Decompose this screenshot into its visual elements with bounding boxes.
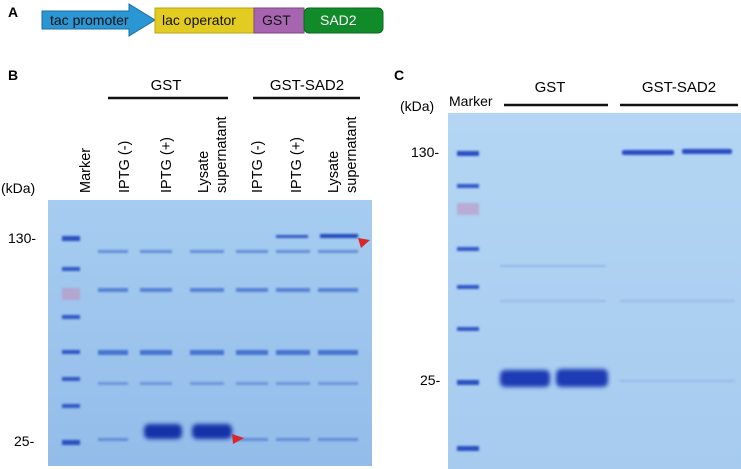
tac-promoter-arrow: [41, 3, 156, 37]
lane-label-sad2-lysate: Lysate: [326, 151, 342, 193]
panel-b-lane-labels: Marker IPTG (-) IPTG (+) Lysate supernat…: [78, 116, 360, 193]
gel-b-arrowhead-gst-sad2: [358, 238, 370, 248]
gel-c-gst-band-lane2: [556, 369, 608, 387]
gel-c-faint-bands: [500, 265, 735, 382]
gel-c-background: [448, 113, 741, 469]
lane-label-sad2-supernatant: supernatant: [344, 116, 360, 193]
panel-c-group-header-gst-sad2: GST-SAD2: [642, 79, 716, 96]
panel-b-unit-label: (kDa): [1, 180, 35, 196]
gel-b: [48, 200, 372, 466]
panel-c-marker-label: Marker: [449, 93, 493, 109]
gst-block: [253, 7, 305, 34]
gel-b-gst-band-lane4: [192, 424, 232, 439]
gel-b-background: [48, 200, 372, 466]
panel-b-mw-130: 130-: [8, 230, 36, 246]
panel-c-label: C: [394, 67, 404, 83]
panel-c-mw-130: 130-: [411, 144, 439, 160]
gel-c-sad2-band-lane3: [622, 150, 674, 155]
panel-c-group-header-gst: GST: [535, 79, 566, 96]
construct-diagram: tac promoter lac operator GST SAD2: [41, 3, 384, 37]
panel-c-unit-label: (kDa): [400, 98, 434, 114]
gel-b-arrowhead-gst: [232, 434, 244, 444]
tac-promoter-label: tac promoter: [50, 12, 129, 28]
lane-label-sad2-iptg-minus: IPTG (-): [250, 141, 266, 193]
group-header-gst-sad2: GST-SAD2: [270, 77, 344, 94]
lac-operator-label: lac operator: [162, 12, 236, 28]
gel-b-target-bands: [144, 234, 358, 439]
gel-b-marker-lane: [62, 236, 80, 445]
sad2-block-label: SAD2: [320, 12, 357, 28]
lane-label-gst-iptg-minus: IPTG (-): [117, 141, 133, 193]
gel-b-sad2-band-lane6: [276, 235, 308, 238]
panel-b-label: B: [8, 67, 18, 83]
gel-c-marker-lane: [457, 151, 479, 451]
panel-a-label: A: [8, 4, 18, 20]
sad2-block: [303, 7, 384, 34]
gel-b-sad2-band-lane7: [320, 234, 358, 238]
panel-b-group-headers: GST GST-SAD2: [108, 77, 360, 100]
lane-label-sad2-iptg-plus: IPTG (+): [289, 137, 305, 193]
gel-c-gst-band-lane1: [500, 370, 550, 387]
gel-b-sample-lanes: [98, 250, 358, 441]
group-header-gst: GST: [151, 77, 182, 94]
gel-c-sad2-band-lane4: [682, 149, 732, 154]
lane-label-gst-lysate: Lysate: [196, 151, 212, 193]
gel-b-gst-band-lane3: [144, 424, 182, 439]
lane-label-gst-iptg-plus: IPTG (+): [159, 137, 175, 193]
panel-b-mw-25: 25-: [14, 433, 35, 449]
lane-label-gst-supernatant: supernatant: [214, 116, 230, 193]
gel-c: [448, 113, 741, 469]
gst-block-label: GST: [262, 12, 291, 28]
lane-label-marker: Marker: [78, 148, 94, 193]
panel-c-mw-25: 25-: [420, 372, 441, 388]
